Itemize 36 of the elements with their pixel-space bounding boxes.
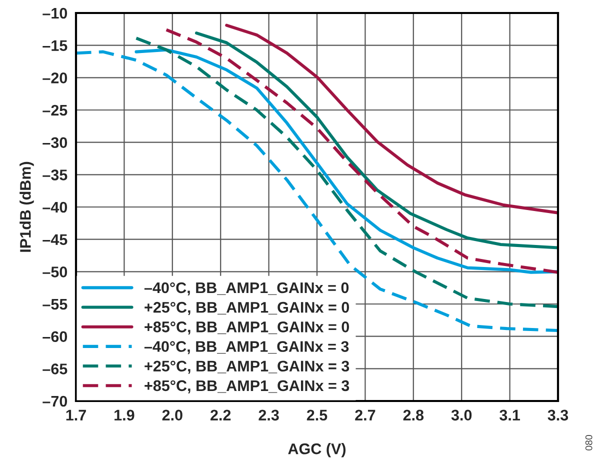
y-tick-label: –45 xyxy=(42,234,68,246)
legend-label: –40°C, BB_AMP1_GAINx = 0 xyxy=(144,282,349,296)
legend-label: +85°C, BB_AMP1_GAINx = 3 xyxy=(144,380,350,394)
y-tick-label: –65 xyxy=(42,364,68,374)
y-axis-title: IP1dB (dBm) xyxy=(20,162,34,252)
line-series xyxy=(225,24,558,214)
x-tick-label: 3.1 xyxy=(500,410,520,421)
y-tick-label: –20 xyxy=(42,72,68,84)
y-tick-label: –25 xyxy=(42,104,68,116)
y-tick-label: –40 xyxy=(42,202,68,213)
line-series xyxy=(76,50,558,332)
x-tick-label: 2.8 xyxy=(403,410,424,421)
x-tick-label: 3.3 xyxy=(548,410,568,421)
y-tick-label: –30 xyxy=(42,137,68,148)
legend-label: –40°C, BB_AMP1_GAINx = 3 xyxy=(144,341,349,354)
x-tick-label: 2.3 xyxy=(258,410,279,421)
x-tick-label: 2.0 xyxy=(162,410,182,421)
legend-label: +25°C, BB_AMP1_GAINx = 3 xyxy=(144,360,350,374)
y-tick-label: –55 xyxy=(42,299,68,310)
x-tick-label: 1.9 xyxy=(114,410,134,421)
x-tick-label: 1.7 xyxy=(66,410,86,420)
text: 080 xyxy=(585,434,592,450)
y-tick-label: –35 xyxy=(42,170,68,180)
y-tick-label: –15 xyxy=(42,40,68,52)
y-tick-label: –60 xyxy=(42,331,68,342)
y-tick-label: –10 xyxy=(42,8,68,19)
y-tick-label: –70 xyxy=(42,396,68,407)
legend-label: +85°C, BB_AMP1_GAINx = 0 xyxy=(144,322,350,335)
y-tick-label: –50 xyxy=(42,266,68,278)
line-series xyxy=(194,32,558,250)
x-axis-title: AGC (V) xyxy=(288,443,346,458)
x-tick-label: 2.7 xyxy=(355,410,376,420)
x-tick-label: 2.5 xyxy=(306,410,328,421)
legend-label: +25°C, BB_AMP1_GAINx = 0 xyxy=(144,302,350,315)
x-tick-label: 3.0 xyxy=(451,410,472,421)
x-tick-label: 2.2 xyxy=(210,410,231,420)
